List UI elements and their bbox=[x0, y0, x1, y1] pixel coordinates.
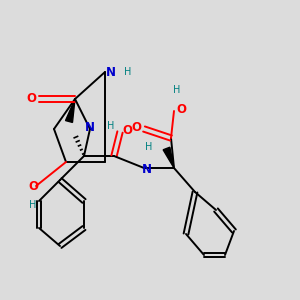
Text: H: H bbox=[29, 200, 37, 211]
Text: O: O bbox=[26, 92, 37, 106]
Polygon shape bbox=[163, 147, 174, 168]
Text: O: O bbox=[131, 121, 142, 134]
Text: N: N bbox=[106, 65, 116, 79]
Text: H: H bbox=[173, 85, 181, 95]
Text: O: O bbox=[28, 179, 38, 193]
Text: H: H bbox=[145, 142, 152, 152]
Text: O: O bbox=[122, 124, 133, 137]
Text: H: H bbox=[107, 121, 115, 131]
Text: N: N bbox=[85, 121, 95, 134]
Text: H: H bbox=[124, 67, 131, 77]
Polygon shape bbox=[65, 99, 75, 122]
Text: N: N bbox=[142, 163, 152, 176]
Text: O: O bbox=[176, 103, 187, 116]
